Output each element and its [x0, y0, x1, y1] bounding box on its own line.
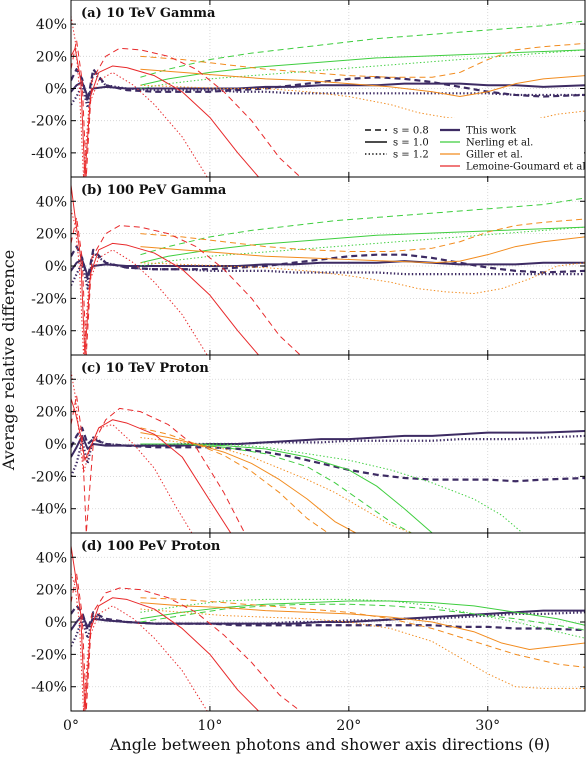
legend-method-label: Nerling et al.	[466, 138, 533, 149]
panel-1: 40% 20% 0% -20% -40% (a) 10 TeV Gamma	[31, 0, 586, 178]
series-line-nerling-s10	[140, 443, 433, 533]
y-tick-label: -40%	[31, 324, 67, 340]
x-tick-label: 20°	[336, 718, 361, 734]
legend-method-label: Giller et al.	[466, 150, 523, 161]
y-tick-label: 20%	[36, 583, 67, 599]
series-line-giller-s12	[140, 437, 412, 533]
y-tick-label: -20%	[31, 114, 67, 130]
series-line-this_work-s08	[71, 68, 585, 103]
y-tick-label: -40%	[31, 680, 67, 696]
series-line-nerling-s12	[140, 49, 585, 89]
series-line-lemoine-s08	[71, 216, 301, 355]
legend-style-label: s = 1.2	[393, 150, 429, 161]
y-tick-label: 20%	[36, 227, 67, 243]
y-tick-label: 0%	[45, 82, 67, 98]
series-line-lemoine-s10	[71, 398, 232, 533]
series-line-lemoine-s08	[71, 394, 246, 533]
x-axis-label: Angle between photons and shower axis di…	[109, 735, 550, 754]
panel-series	[71, 16, 585, 177]
series-line-giller-s08	[140, 42, 585, 78]
series-line-giller-s08	[140, 218, 585, 252]
chart-panels: 40% 20% 0% -20% -40% (a) 10 TeV Gamma 40% 20% 0%…	[31, 0, 586, 712]
series-line-nerling-s12	[140, 443, 523, 533]
y-tick-label: 20%	[36, 49, 67, 65]
series-line-this_work-s10	[71, 609, 585, 631]
series-line-giller-s10	[140, 68, 585, 98]
panel-title: (c) 10 TeV Proton	[81, 361, 209, 376]
y-tick-label: 40%	[36, 17, 67, 33]
series-line-giller-s08	[140, 427, 329, 533]
panel-title: (b) 100 PeV Gamma	[81, 183, 227, 198]
y-tick-label: 40%	[36, 194, 67, 210]
legend-style-label: s = 0.8	[393, 126, 429, 137]
panel-title: (d) 100 PeV Proton	[81, 539, 221, 554]
series-line-lemoine-s10	[71, 185, 259, 355]
x-tick-label: 0°	[63, 718, 79, 734]
series-line-giller-s12	[140, 84, 585, 123]
series-line-lemoine-s08	[71, 39, 301, 177]
legend-box	[358, 118, 584, 176]
panel-3: 40% 20% 0% -20% -40% (c) 10 TeV Proton	[31, 354, 586, 534]
series-line-giller-s10	[140, 602, 585, 651]
series-line-nerling-s10	[140, 600, 585, 626]
series-line-this_work-s12	[71, 434, 585, 477]
panel-title: (a) 10 TeV Gamma	[81, 6, 216, 21]
x-axis-tick-labels: 0° 10° 20° 30°	[63, 718, 500, 734]
series-line-lemoine-s12	[71, 16, 208, 177]
x-tick-label: 10°	[198, 718, 223, 734]
legend-method-label: Lemoine-Goumard et al.	[466, 162, 586, 173]
series-line-lemoine-s12	[71, 209, 208, 355]
panel-series	[71, 185, 585, 355]
series-line-lemoine-s12	[71, 371, 193, 533]
y-tick-label: 20%	[36, 405, 67, 421]
y-tick-label: -20%	[31, 469, 67, 485]
series-line-lemoine-s10	[71, 545, 259, 711]
series-line-nerling-s10	[140, 226, 585, 264]
legend-style-label: s = 1.0	[393, 138, 429, 149]
y-tick-label: -40%	[31, 146, 67, 162]
series-line-nerling-s08	[140, 603, 585, 631]
y-tick-label: -20%	[31, 647, 67, 663]
series-line-nerling-s08	[140, 20, 585, 78]
panel-4: 40% 20% 0% -20% -40% (d) 100 PeV Proton	[31, 532, 586, 712]
series-line-this_work-s08	[71, 426, 585, 483]
y-tick-label: 0%	[45, 259, 67, 275]
y-axis-label: Average relative difference	[0, 250, 18, 471]
series-line-lemoine-s08	[71, 572, 301, 711]
series-line-nerling-s08	[140, 443, 412, 533]
series-line-nerling-s10	[140, 49, 585, 86]
panel-series	[71, 371, 585, 533]
x-tick-label: 30°	[475, 718, 500, 734]
series-line-this_work-s12	[71, 71, 585, 109]
series-line-giller-s10	[140, 432, 357, 533]
series-line-giller-s10	[140, 236, 585, 264]
y-tick-label: -20%	[31, 291, 67, 307]
y-tick-label: 40%	[36, 372, 67, 388]
series-line-lemoine-s10	[71, 47, 259, 177]
panel-2: 40% 20% 0% -20% -40% (b) 100 PeV Gamma	[31, 176, 586, 356]
series-line-giller-s08	[140, 597, 585, 668]
legend-method-label: This work	[466, 126, 517, 137]
series-line-this_work-s08	[71, 604, 585, 632]
panel-series	[71, 545, 585, 711]
series-line-giller-s12	[140, 262, 585, 295]
series-line-nerling-s12	[140, 226, 585, 267]
series-line-lemoine-s12	[71, 573, 208, 711]
series-line-nerling-s08	[140, 197, 585, 256]
y-tick-label: 0%	[45, 615, 67, 631]
series-line-giller-s12	[140, 608, 585, 689]
y-tick-label: -40%	[31, 502, 67, 518]
y-tick-label: 40%	[36, 550, 67, 566]
y-tick-label: 0%	[45, 437, 67, 453]
